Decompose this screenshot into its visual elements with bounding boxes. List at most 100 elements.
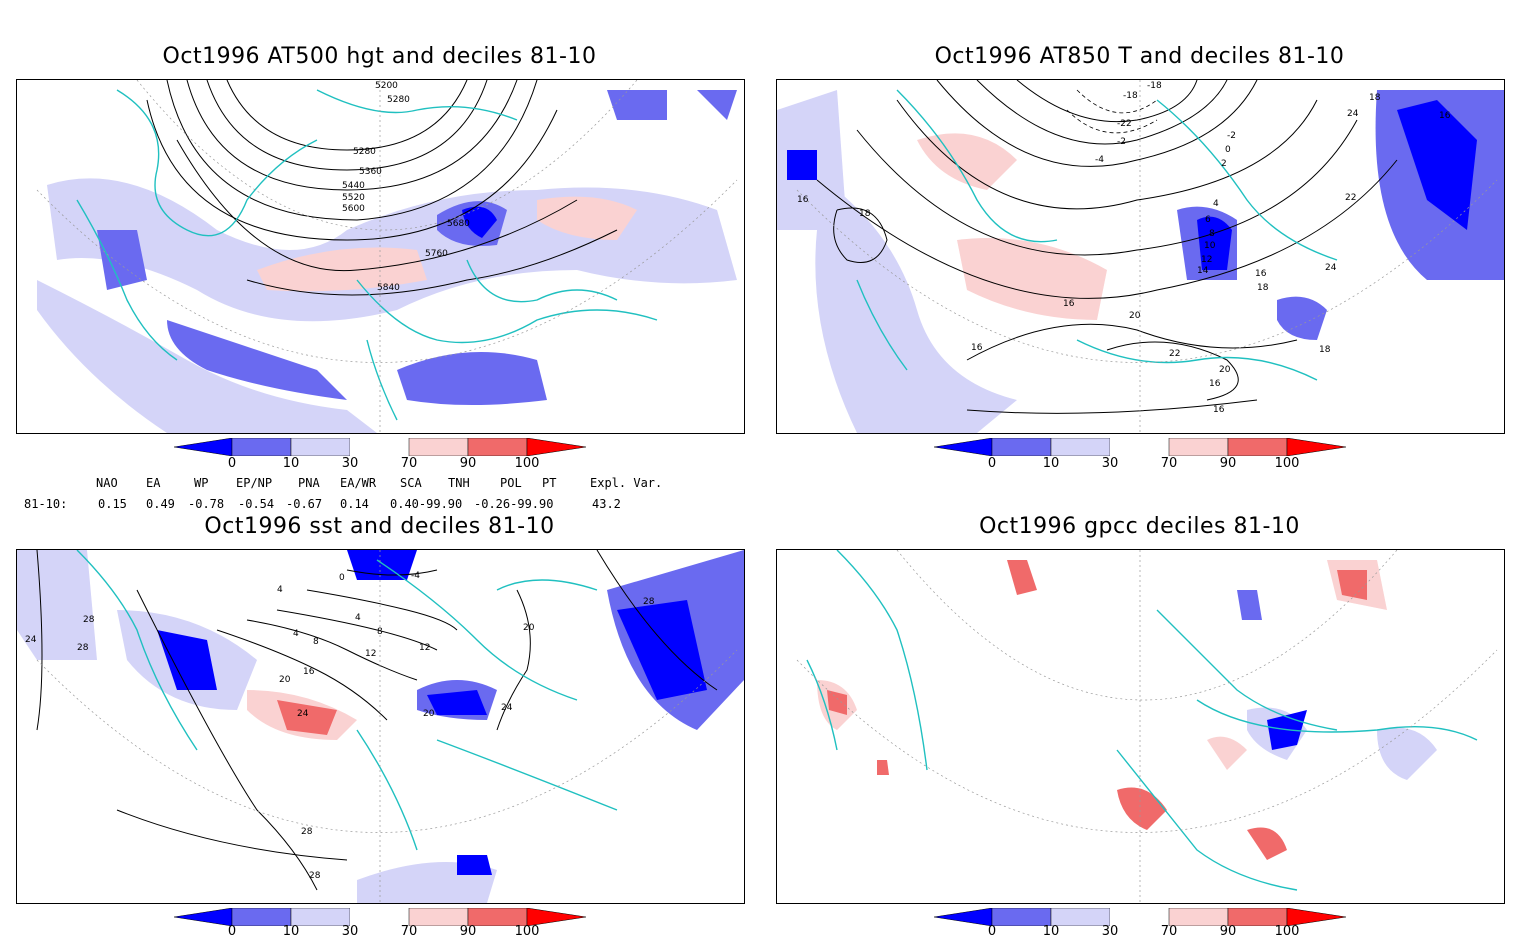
index-header: PNA [298, 476, 320, 490]
contour-label: 2 [1221, 159, 1227, 169]
index-header: POL [500, 476, 522, 490]
index-value: 0.15 [98, 497, 127, 511]
contour-label: 16 [1439, 111, 1451, 121]
colorbar-tick: 90 [459, 456, 477, 471]
index-value: 0.49 [146, 497, 175, 511]
colorbar-tick: 90 [1219, 924, 1237, 939]
index-value: 0.14 [340, 497, 369, 511]
contour-label: 24 [501, 703, 513, 713]
colorbar-labels-top-left: 0 10 30 70 90 100 [174, 456, 586, 472]
colorbar-tick: 10 [282, 456, 300, 471]
index-header: WP [194, 476, 209, 490]
colorbar-tick: 30 [341, 456, 359, 471]
contour-label: 12 [419, 643, 430, 653]
colorbar-tick: 10 [1042, 456, 1060, 471]
colorbar-tick: 70 [1160, 456, 1178, 471]
contour-label: 20 [1219, 365, 1231, 375]
contour-label: 20 [423, 709, 435, 719]
colorbar-tick: 0 [227, 924, 237, 939]
contour-label: 18 [859, 209, 871, 219]
colorbar-tick: 100 [514, 924, 540, 939]
contour-label: 16 [1255, 269, 1267, 279]
colorbar-tick: 0 [227, 456, 237, 471]
index-header: EP/NP [236, 476, 273, 490]
colorbar-tick: 70 [400, 456, 418, 471]
colorbar-top-right [933, 437, 1347, 457]
contour-label: 5680 [447, 219, 470, 229]
index-header: SCA [400, 476, 422, 490]
index-header: Expl. Var. [590, 476, 663, 490]
colorbar-tick: 0 [987, 924, 997, 939]
contour-label: 16 [1063, 299, 1075, 309]
colorbar-tick: 70 [400, 924, 418, 939]
colorbar-bottom-right [933, 907, 1347, 927]
contour-label: 5360 [359, 167, 382, 177]
index-value: -0.54 [238, 497, 275, 511]
panel-title-gpcc: Oct1996 gpcc deciles 81-10 [979, 514, 1300, 539]
contour-label: -2 [1117, 137, 1126, 147]
contour-label: 14 [1197, 266, 1209, 276]
contour-label: 28 [77, 643, 89, 653]
colorbar-tick: 0 [987, 456, 997, 471]
contour-label: 5200 [375, 81, 398, 91]
contour-label: 18 [1257, 283, 1269, 293]
colorbar-tick: 70 [1160, 924, 1178, 939]
contour-label: 5280 [387, 95, 410, 105]
colorbar-tick: 30 [1101, 456, 1119, 471]
contour-label: 22 [1169, 349, 1180, 359]
index-header: EA/WR [340, 476, 377, 490]
contour-label: 18 [1369, 93, 1381, 103]
colorbar-bottom-left [173, 907, 587, 927]
map-hgt: 5200 5280 5280 5360 5440 5520 5600 5680 … [16, 79, 745, 434]
contour-label: 8 [377, 627, 383, 637]
contour-label: 16 [797, 195, 809, 205]
index-value: -0.67 [286, 497, 323, 511]
index-header: TNH [448, 476, 470, 490]
contour-label: 0 [1225, 145, 1231, 155]
contour-label: 20 [1129, 311, 1141, 321]
colorbar-tick: 90 [1219, 456, 1237, 471]
contour-label: 12 [1201, 255, 1212, 265]
contour-label: -18 [1123, 91, 1138, 101]
contour-label: 4 [277, 585, 283, 595]
contour-label: 28 [83, 615, 95, 625]
contour-label: 5760 [425, 249, 448, 259]
contour-label: 28 [301, 827, 313, 837]
contour-label: -4 [1095, 155, 1104, 165]
contour-label: 20 [523, 623, 535, 633]
contour-label: 5440 [342, 181, 365, 191]
contour-label: 8 [313, 637, 319, 647]
contour-label: 4 [355, 613, 361, 623]
index-row-label: 81-10: [24, 497, 68, 511]
contour-label: 5600 [342, 204, 365, 214]
contour-label: 0 [339, 573, 345, 583]
colorbar-labels-bottom-left: 0 10 30 70 90 100 [174, 924, 586, 940]
colorbar-tick: 100 [1274, 456, 1300, 471]
colorbar-tick: 30 [1101, 924, 1119, 939]
contour-label: 28 [643, 597, 655, 607]
contour-label: 8 [1209, 229, 1215, 239]
index-value: 0.40-99.90 [390, 497, 463, 511]
contour-label: 18 [1319, 345, 1331, 355]
contour-label: 5280 [353, 147, 376, 157]
index-value: -0.78 [188, 497, 225, 511]
contour-label: 5520 [342, 193, 365, 203]
index-table: NAO EA WP EP/NP PNA EA/WR SCA TNH POL PT… [0, 474, 760, 514]
map-gpcc [776, 549, 1505, 904]
index-header: PT [542, 476, 557, 490]
colorbar-tick: 90 [459, 924, 477, 939]
map-sst: 0 -4 4 4 8 8 4 12 12 16 20 20 24 24 28 2… [16, 549, 745, 904]
contour-label: 20 [279, 675, 291, 685]
index-header: NAO [96, 476, 118, 490]
contour-label: 4 [1213, 199, 1219, 209]
colorbar-top-left [173, 437, 587, 457]
contour-label: 12 [365, 649, 376, 659]
index-value: -0.26-99.90 [474, 497, 554, 511]
colorbar-tick: 30 [341, 924, 359, 939]
contour-label: -18 [1147, 81, 1162, 91]
colorbar-tick: 10 [282, 924, 300, 939]
contour-label: 16 [1209, 379, 1221, 389]
colorbar-tick: 10 [1042, 924, 1060, 939]
contour-label: 6 [1205, 215, 1211, 225]
contour-label: 16 [971, 343, 983, 353]
